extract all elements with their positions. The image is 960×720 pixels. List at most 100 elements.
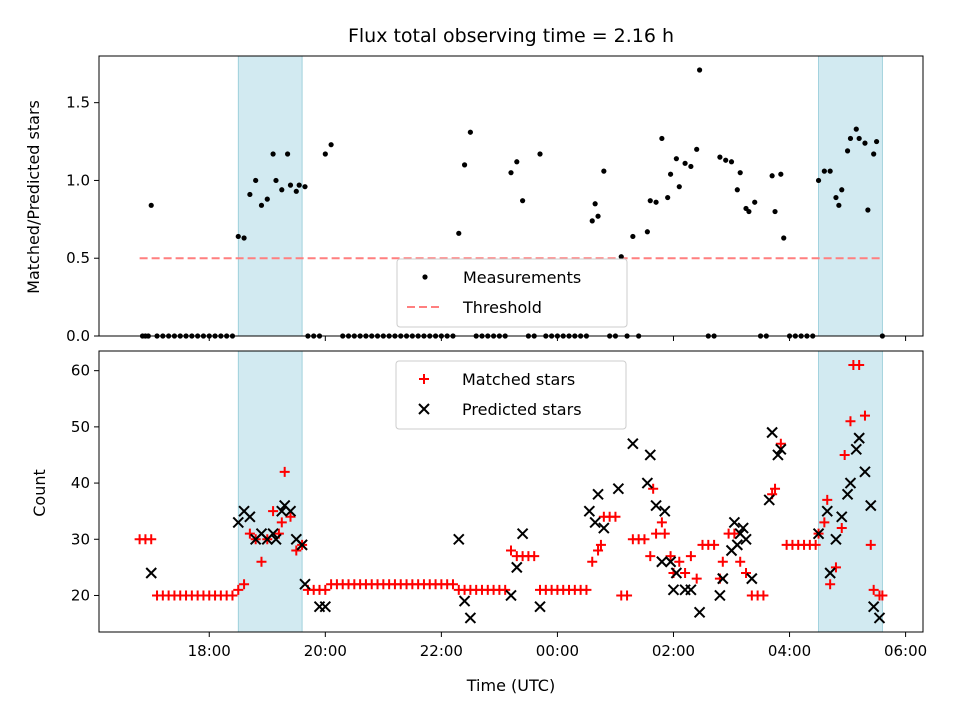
measurement-point bbox=[833, 194, 839, 201]
measurement-point bbox=[856, 135, 862, 142]
matched-star-point bbox=[859, 410, 870, 421]
predicted-star-point bbox=[772, 449, 784, 461]
measurement-point bbox=[644, 229, 650, 235]
matched-star-point bbox=[285, 511, 296, 522]
matched-star-point bbox=[256, 556, 267, 567]
measurement-point bbox=[293, 188, 299, 194]
measurement-point bbox=[148, 202, 154, 208]
matched-star-point bbox=[645, 551, 656, 562]
matched-star-point bbox=[691, 573, 702, 584]
chart-title: Flux total observing time = 2.16 h bbox=[348, 25, 674, 47]
predicted-star-point bbox=[693, 606, 706, 619]
measurement-point bbox=[253, 177, 259, 184]
predicted-star-point bbox=[612, 482, 625, 495]
measurement-point bbox=[865, 207, 871, 213]
matched-star-point bbox=[770, 483, 781, 494]
x-tick-label: 06:00 bbox=[884, 642, 927, 660]
predicted-star-point bbox=[284, 505, 297, 517]
matched-star-point bbox=[822, 494, 833, 505]
predicted-star-point bbox=[464, 612, 477, 624]
matched-star-point bbox=[593, 545, 604, 556]
matched-star-point bbox=[845, 416, 856, 427]
measurement-point bbox=[827, 168, 833, 174]
legend-label: Predicted stars bbox=[462, 400, 582, 419]
ratio-panel-y-tick-label: 1.5 bbox=[66, 94, 90, 112]
measurement-point bbox=[537, 151, 543, 157]
measurement-point bbox=[618, 254, 624, 260]
matched-star-point bbox=[320, 584, 331, 595]
measurement-point bbox=[456, 230, 462, 236]
predicted-star-point bbox=[516, 527, 529, 540]
matched-star-point bbox=[709, 539, 720, 550]
matched-star-point bbox=[447, 579, 458, 590]
matched-star-point bbox=[674, 556, 685, 567]
matched-star-point bbox=[680, 567, 691, 578]
predicted-star-point bbox=[728, 516, 741, 529]
matched-star-point bbox=[659, 528, 670, 539]
matched-star-point bbox=[244, 528, 255, 539]
predicted-star-point bbox=[844, 477, 857, 489]
matched-star-point bbox=[581, 584, 592, 595]
predicted-star-point bbox=[276, 505, 288, 517]
predicted-star-point bbox=[865, 499, 877, 512]
x-tick-label: 04:00 bbox=[768, 642, 811, 660]
predicted-star-point bbox=[267, 527, 279, 540]
count-panel-legend-box bbox=[395, 360, 627, 430]
measurement-point bbox=[592, 201, 598, 207]
predicted-star-point bbox=[850, 443, 862, 456]
measurement-point bbox=[836, 202, 842, 208]
measurement-point bbox=[853, 126, 859, 132]
ratio-panel-frame bbox=[98, 55, 924, 337]
measurement-point bbox=[235, 233, 241, 240]
ratio-panel-shaded-interval-1 bbox=[818, 55, 883, 337]
measurement-point bbox=[873, 138, 880, 145]
predicted-star-point bbox=[296, 539, 308, 551]
matched-star-point bbox=[279, 466, 290, 477]
measurement-point bbox=[508, 170, 514, 176]
legend-label: Threshold bbox=[462, 298, 542, 317]
matched-star-point bbox=[735, 556, 746, 567]
top-y-axis-label: Matched/Predicted stars bbox=[24, 100, 43, 294]
measurement-point bbox=[752, 199, 758, 205]
measurement-point bbox=[653, 199, 659, 205]
matched-star-point bbox=[830, 562, 841, 573]
legend-dot-marker bbox=[422, 274, 428, 280]
predicted-star-point bbox=[775, 443, 787, 456]
legend-label: Matched stars bbox=[462, 370, 575, 389]
predicted-star-point bbox=[589, 516, 601, 529]
predicted-star-point bbox=[458, 595, 471, 607]
matched-star-point bbox=[239, 579, 250, 590]
matched-star-point bbox=[276, 517, 287, 528]
legend-x-marker bbox=[418, 403, 430, 415]
measurement-point bbox=[696, 67, 703, 73]
matched-star-point bbox=[610, 511, 621, 522]
matched-star-point bbox=[648, 483, 659, 494]
measurement-point bbox=[595, 213, 601, 219]
predicted-star-point bbox=[867, 601, 880, 613]
matched-star-point bbox=[877, 590, 888, 601]
predicted-star-point bbox=[598, 522, 610, 534]
measurement-point bbox=[734, 187, 740, 193]
predicted-star-point bbox=[859, 466, 871, 478]
predicted-star-point bbox=[453, 533, 465, 545]
measurement-point bbox=[667, 171, 674, 177]
matched-star-point bbox=[233, 584, 244, 595]
measurement-point bbox=[746, 208, 752, 215]
ratio-panel-y-tick-label: 0.5 bbox=[66, 249, 90, 267]
matched-star-point bbox=[291, 545, 302, 556]
measurement-point bbox=[717, 154, 723, 160]
ratio-panel-legend: Measurements Threshold bbox=[396, 258, 628, 328]
predicted-star-point bbox=[685, 584, 697, 596]
measurement-point bbox=[862, 140, 868, 146]
predicted-star-point bbox=[534, 601, 546, 613]
measurement-point bbox=[769, 173, 775, 179]
x-axis-label: Time (UTC) bbox=[466, 676, 555, 695]
ratio-panel-legend-box bbox=[396, 258, 628, 328]
legend-plus-marker bbox=[419, 374, 429, 384]
count-panel-legend: Matched stars Predicted stars bbox=[395, 360, 627, 430]
predicted-star-point bbox=[627, 438, 639, 450]
measurement-point bbox=[694, 146, 700, 152]
measurement-point bbox=[676, 184, 682, 190]
predicted-star-point bbox=[659, 505, 671, 517]
ratio-panel: 0.0 0.5 1.0 1.5 Measurements Threshold bbox=[66, 55, 924, 345]
